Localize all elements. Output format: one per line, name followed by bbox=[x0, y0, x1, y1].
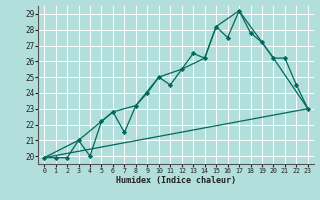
X-axis label: Humidex (Indice chaleur): Humidex (Indice chaleur) bbox=[116, 176, 236, 185]
